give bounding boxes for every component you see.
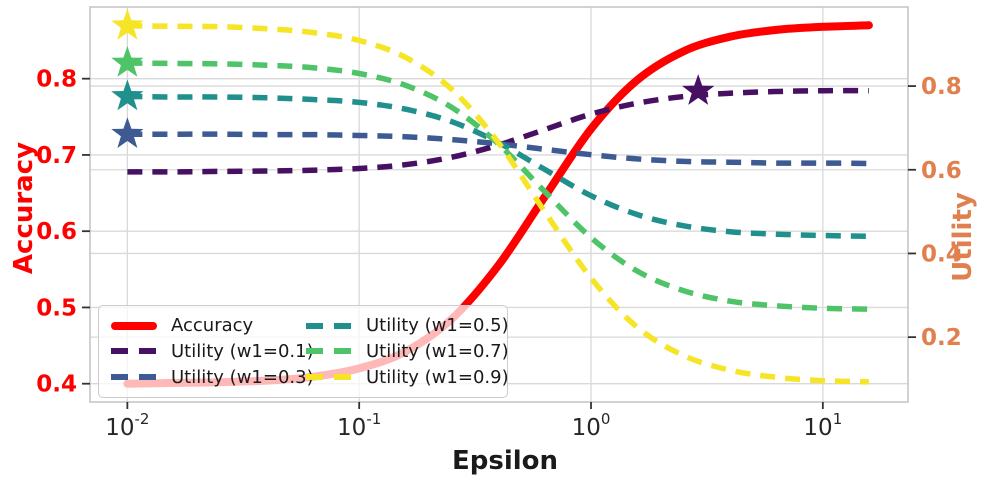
series-line-utility-w1-0.9- — [127, 23, 869, 385]
right-tick-label: 0.4 — [921, 241, 962, 267]
x-axis-label-epsilon: Epsilon — [451, 446, 559, 476]
left-tick-label: 0.8 — [36, 67, 77, 93]
legend-swatch-utility-w1-0.3 — [111, 374, 157, 381]
left-tick-label: 0.5 — [36, 295, 77, 321]
legend-label: Utility (w1=0.9) — [366, 366, 509, 388]
legend-item-utility-w1-0.5: Utility (w1=0.5) — [306, 313, 509, 339]
legend-swatch-utility-w1-0.9 — [306, 374, 352, 381]
series-line-utility-w1-0.1- — [127, 87, 869, 175]
x-tick-label: 10-1 — [337, 410, 381, 441]
x-tick-label: 10-2 — [105, 410, 149, 441]
legend-item-utility-w1-0.7: Utility (w1=0.7) — [306, 339, 509, 365]
series-line-utility-w1-0.3- — [127, 131, 869, 167]
legend-item-utility-w1-0.9: Utility (w1=0.9) — [306, 364, 509, 390]
star-marker — [111, 8, 144, 40]
star-marker — [682, 74, 715, 105]
plot-border — [89, 6, 909, 403]
right-tick-label: 0.8 — [921, 74, 962, 100]
left-tick-label: 0.4 — [36, 372, 77, 398]
legend: Accuracy Utility (w1=0.1) Utility (w1=0.… — [98, 305, 509, 398]
legend-swatch-utility-w1-0.5 — [306, 322, 352, 329]
legend-item-accuracy: Accuracy — [111, 313, 302, 339]
legend-swatch-utility-w1-0.7 — [306, 348, 352, 355]
right-tick-label: 0.2 — [921, 325, 962, 351]
legend-label: Accuracy — [171, 315, 254, 337]
x-tick-label: 101 — [803, 410, 842, 441]
star-marker — [111, 117, 144, 148]
legend-swatch-utility-w1-0.1 — [111, 348, 157, 355]
y-axis-label-utility: Utility — [948, 192, 978, 282]
legend-item-utility-w1-0.3: Utility (w1=0.3) — [111, 364, 314, 390]
y-axis-label-accuracy: Accuracy — [9, 141, 39, 275]
series-line-utility-w1-0.5- — [127, 93, 869, 240]
legend-label: Utility (w1=0.3) — [171, 366, 314, 388]
series-line-utility-w1-0.7- — [127, 60, 869, 312]
right-tick-label: 0.6 — [921, 158, 962, 184]
x-tick-label: 100 — [572, 410, 611, 441]
star-marker — [111, 46, 144, 77]
legend-label: Utility (w1=0.5) — [366, 315, 509, 337]
legend-label: Utility (w1=0.7) — [366, 340, 509, 362]
left-tick-label: 0.6 — [36, 219, 77, 245]
legend-swatch-accuracy — [111, 321, 157, 330]
legend-label: Utility (w1=0.1) — [171, 340, 314, 362]
left-tick-label: 0.7 — [36, 143, 77, 169]
star-marker — [111, 79, 144, 111]
legend-item-utility-w1-0.1: Utility (w1=0.1) — [111, 339, 314, 365]
